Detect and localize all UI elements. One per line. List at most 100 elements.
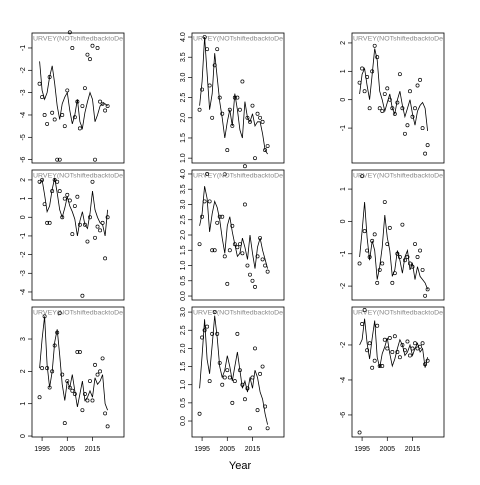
- data-point: [242, 164, 247, 169]
- panel-label: URVEY(NOTshiftedbacktoDe: [33, 36, 123, 43]
- data-point: [82, 392, 87, 396]
- data-point: [357, 80, 362, 85]
- y-tick-label: 1: [340, 69, 347, 73]
- data-point: [392, 111, 397, 116]
- y-tick-label: 1.0: [180, 380, 187, 390]
- y-tick-label: 4.0: [180, 169, 187, 179]
- y-tick-label: 2.5: [180, 215, 187, 225]
- panel-frame: [31, 32, 125, 164]
- data-point: [197, 242, 202, 247]
- x-tick-label: 1995: [34, 446, 50, 453]
- data-point: [258, 236, 263, 241]
- data-point: [93, 235, 97, 240]
- data-point: [62, 421, 67, 426]
- y-tick-label: 1.5: [180, 245, 187, 255]
- data-point: [357, 430, 362, 435]
- data-point: [235, 95, 240, 100]
- data-point: [202, 328, 207, 333]
- data-point: [390, 106, 395, 111]
- data-point: [250, 278, 255, 283]
- data-point: [248, 426, 252, 431]
- data-point: [365, 248, 370, 253]
- data-point: [410, 114, 415, 119]
- data-point: [207, 83, 212, 88]
- data-point: [367, 255, 372, 259]
- data-point: [382, 337, 387, 342]
- data-point: [98, 369, 103, 374]
- y-tick-label: -2: [340, 342, 347, 348]
- data-point: [222, 254, 227, 259]
- data-point: [420, 341, 425, 346]
- data-point: [400, 222, 405, 227]
- y-tick-label: -1: [340, 125, 347, 131]
- data-point: [263, 263, 268, 268]
- data-point: [80, 408, 85, 413]
- data-point: [370, 69, 375, 74]
- x-tick-label: 1995: [354, 446, 370, 453]
- panel: URVEY(NOTshiftedbacktoDe 0 1 2 3 1995 2005 2015: [20, 306, 125, 453]
- data-point: [395, 251, 400, 256]
- panel: URVEY(NOTshiftedbacktoDe -6 -4 -2 1995 2005 20…: [340, 306, 445, 453]
- y-tick-label: 2: [20, 178, 27, 182]
- data-point: [375, 55, 380, 60]
- data-point: [420, 267, 425, 272]
- data-point: [400, 106, 405, 111]
- data-point: [55, 330, 60, 335]
- data-point: [52, 117, 57, 122]
- data-point: [253, 346, 257, 351]
- data-point: [365, 75, 370, 79]
- data-point: [40, 366, 45, 371]
- data-point: [402, 258, 407, 263]
- series-line: [199, 36, 268, 155]
- panel-label: URVEY(NOTshiftedbacktoDe: [193, 36, 283, 43]
- data-point: [85, 239, 90, 244]
- data-point: [47, 385, 52, 390]
- y-tick-label: 1.0: [180, 261, 187, 271]
- x-tick-label: 2005: [59, 446, 75, 453]
- data-point: [265, 426, 270, 431]
- data-point: [85, 52, 90, 57]
- data-point: [402, 348, 407, 353]
- data-point: [90, 43, 95, 48]
- data-point: [250, 375, 255, 380]
- data-point: [385, 346, 390, 351]
- data-point: [80, 104, 85, 108]
- data-point: [425, 287, 430, 292]
- y-tick-label: -6: [340, 412, 347, 418]
- data-point: [90, 179, 95, 184]
- data-point: [360, 322, 365, 326]
- data-point: [385, 86, 390, 91]
- data-point: [220, 111, 225, 116]
- data-point: [245, 263, 250, 268]
- data-point: [382, 92, 387, 96]
- data-point: [362, 308, 367, 312]
- y-tick-label: -1: [20, 233, 27, 239]
- data-point: [395, 350, 400, 354]
- data-point: [50, 189, 55, 194]
- data-point: [42, 314, 47, 319]
- series-line: [39, 316, 108, 411]
- data-point: [100, 356, 105, 361]
- data-point: [413, 242, 417, 247]
- data-point: [40, 95, 45, 100]
- data-point: [415, 346, 420, 351]
- data-point: [260, 364, 265, 369]
- data-point: [372, 232, 377, 237]
- x-tick-label: 2015: [85, 446, 101, 453]
- data-point: [80, 293, 85, 298]
- panel: URVEY(NOTshiftedbacktoDe -1 0 1 2: [340, 32, 445, 164]
- x-tick-label: 2005: [219, 446, 235, 453]
- panel: URVEY(NOTshiftedbacktoDe 0.0 0.5 1.0 1.5 2.0 2…: [180, 169, 285, 301]
- data-point: [47, 220, 52, 225]
- data-point: [105, 215, 110, 220]
- data-point: [60, 372, 65, 377]
- y-tick-label: 0.0: [180, 416, 187, 426]
- series-line: [39, 61, 108, 130]
- data-point: [88, 379, 92, 384]
- data-point: [220, 214, 225, 219]
- data-point: [370, 238, 375, 243]
- data-point: [265, 269, 270, 274]
- data-point: [100, 220, 105, 225]
- data-point: [200, 87, 205, 92]
- data-point: [397, 72, 402, 77]
